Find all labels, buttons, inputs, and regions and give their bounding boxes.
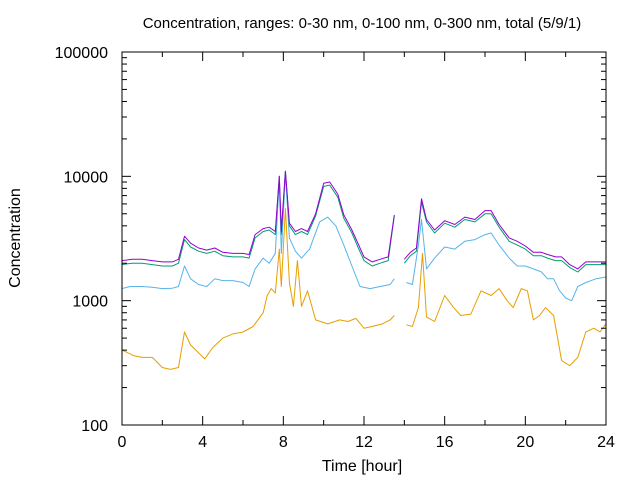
y-tick-label: 1000 (72, 294, 108, 311)
y-tick-label: 100 (81, 418, 108, 435)
x-tick-label: 20 (516, 434, 534, 451)
x-tick-label: 0 (118, 434, 127, 451)
series-line-4 (121, 170, 606, 270)
x-tick-label: 24 (597, 434, 615, 451)
x-tick-label: 12 (355, 434, 373, 451)
series-line-3 (121, 170, 606, 273)
y-tick-label: 100000 (55, 45, 108, 62)
x-tick-label: 4 (198, 434, 207, 451)
chart-title: Concentration, ranges: 0-30 nm, 0-100 nm… (143, 15, 582, 32)
ticks-layer: 0 4 8 12 16 20 24 100 1000 10000 100000 (55, 45, 615, 451)
series-line-2 (121, 173, 607, 302)
x-tick-label: 8 (279, 434, 288, 451)
x-axis-label: Time [hour] (322, 458, 402, 475)
y-tick-label: 10000 (64, 169, 109, 186)
plot-frame (121, 51, 607, 426)
series-line-1 (121, 208, 607, 370)
series-layer (121, 170, 607, 370)
x-tick-label: 16 (436, 434, 454, 451)
y-axis-label: Concentration (7, 188, 24, 288)
